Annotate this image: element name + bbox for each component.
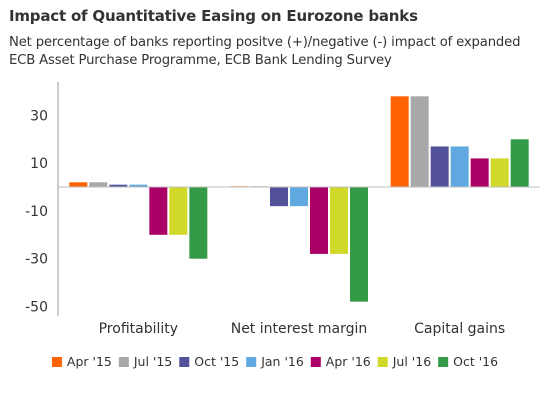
y-tick-label: 30: [30, 108, 48, 124]
legend-swatch: [377, 357, 388, 367]
legend-label: Apr '15: [67, 354, 112, 369]
chart-subtitle: Net percentage of banks reporting positv…: [9, 35, 521, 68]
category-labels: Profitability Net interest margin Capital …: [99, 321, 506, 337]
legend-swatch: [118, 357, 129, 367]
bar: [149, 187, 168, 235]
bar: [290, 187, 308, 207]
bar: [189, 187, 208, 259]
legend-item: Jan '16: [246, 354, 304, 369]
legend-label: Jul '15: [133, 354, 172, 369]
bar: [169, 187, 188, 235]
legend-swatch: [246, 357, 257, 367]
legend-swatch: [51, 357, 62, 367]
legend-label: Jan '16: [260, 354, 304, 369]
legend-item: Apr '16: [310, 354, 371, 369]
y-tick-label: -50: [25, 299, 48, 315]
bar: [410, 96, 429, 188]
legend-item: Jul '16: [377, 354, 431, 369]
legend-label: Oct '16: [453, 354, 498, 369]
bars: [69, 96, 529, 302]
y-tick-label: -30: [25, 252, 48, 268]
chart-title: Impact of Quantitative Easing on Eurozon…: [9, 7, 418, 25]
legend: Apr '15 Jul '15 Oct '15 Jan '16 Apr '16 Jul '…: [51, 354, 498, 369]
bar: [310, 187, 328, 254]
bar: [490, 158, 509, 188]
bar: [510, 139, 529, 188]
legend-label: Oct '15: [194, 354, 239, 369]
legend-item: Oct '16: [438, 354, 498, 369]
bar: [109, 184, 128, 188]
y-tick-label: 10: [30, 156, 48, 172]
bar: [430, 146, 449, 188]
legend-label: Jul '16: [392, 354, 431, 369]
bar: [350, 187, 368, 302]
bar: [270, 187, 288, 207]
category-label: Capital gains: [414, 321, 505, 337]
category-label: Net interest margin: [231, 321, 368, 337]
bar: [69, 182, 88, 188]
legend-item: Jul '15: [118, 354, 172, 369]
bar: [450, 146, 469, 188]
legend-swatch: [310, 357, 321, 367]
bar: [330, 187, 348, 254]
legend-swatch: [179, 357, 190, 367]
bar: [89, 182, 108, 188]
category-label: Profitability: [99, 321, 178, 337]
bar: [390, 96, 409, 188]
legend-item: Oct '15: [179, 354, 239, 369]
y-tick-label: -10: [25, 204, 48, 220]
legend-swatch: [438, 357, 449, 367]
bar: [129, 184, 148, 188]
bar: [470, 158, 489, 188]
legend-item: Apr '15: [51, 354, 112, 369]
y-tick-labels: 30 10 -10 -30 -50: [25, 108, 48, 315]
legend-label: Apr '16: [326, 354, 371, 369]
